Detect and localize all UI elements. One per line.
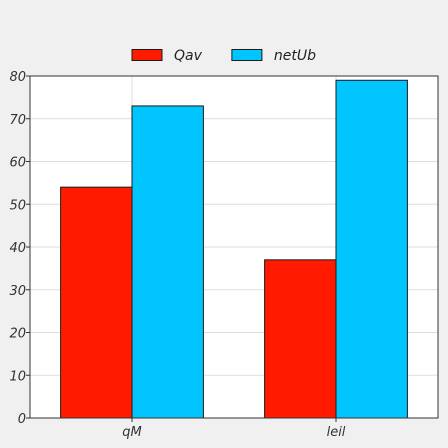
y-tick-label: 40: [9, 241, 26, 256]
legend-label: Qav: [174, 48, 203, 64]
y-tick-label: 70: [9, 113, 26, 128]
y-tick-label: 10: [9, 369, 26, 384]
legend: Qav netUb: [131, 48, 316, 64]
legend-label: netUb: [274, 48, 316, 64]
y-tick-label: 50: [9, 198, 26, 213]
y-axis: 0 10 20 30 40 50 60 70 80: [9, 70, 30, 427]
y-tick-label: 80: [9, 70, 26, 85]
bar-Qav-leil: [264, 259, 337, 419]
legend-swatch-Qav: [131, 49, 163, 61]
y-tick-label: 30: [9, 284, 26, 299]
legend-swatch-netUb: [231, 49, 263, 61]
y-tick-label: 20: [9, 327, 26, 342]
bar-Qav-qM: [60, 186, 133, 419]
x-tick-label: leil: [327, 425, 346, 440]
bar-netUb-leil: [335, 79, 408, 419]
x-axis: qM leil: [122, 418, 346, 440]
y-tick-label: 0: [18, 412, 26, 427]
bar-netUb-qM: [131, 105, 204, 419]
y-tick-label: 60: [9, 156, 26, 171]
bars: [60, 79, 408, 419]
x-tick-label: qM: [122, 425, 141, 440]
